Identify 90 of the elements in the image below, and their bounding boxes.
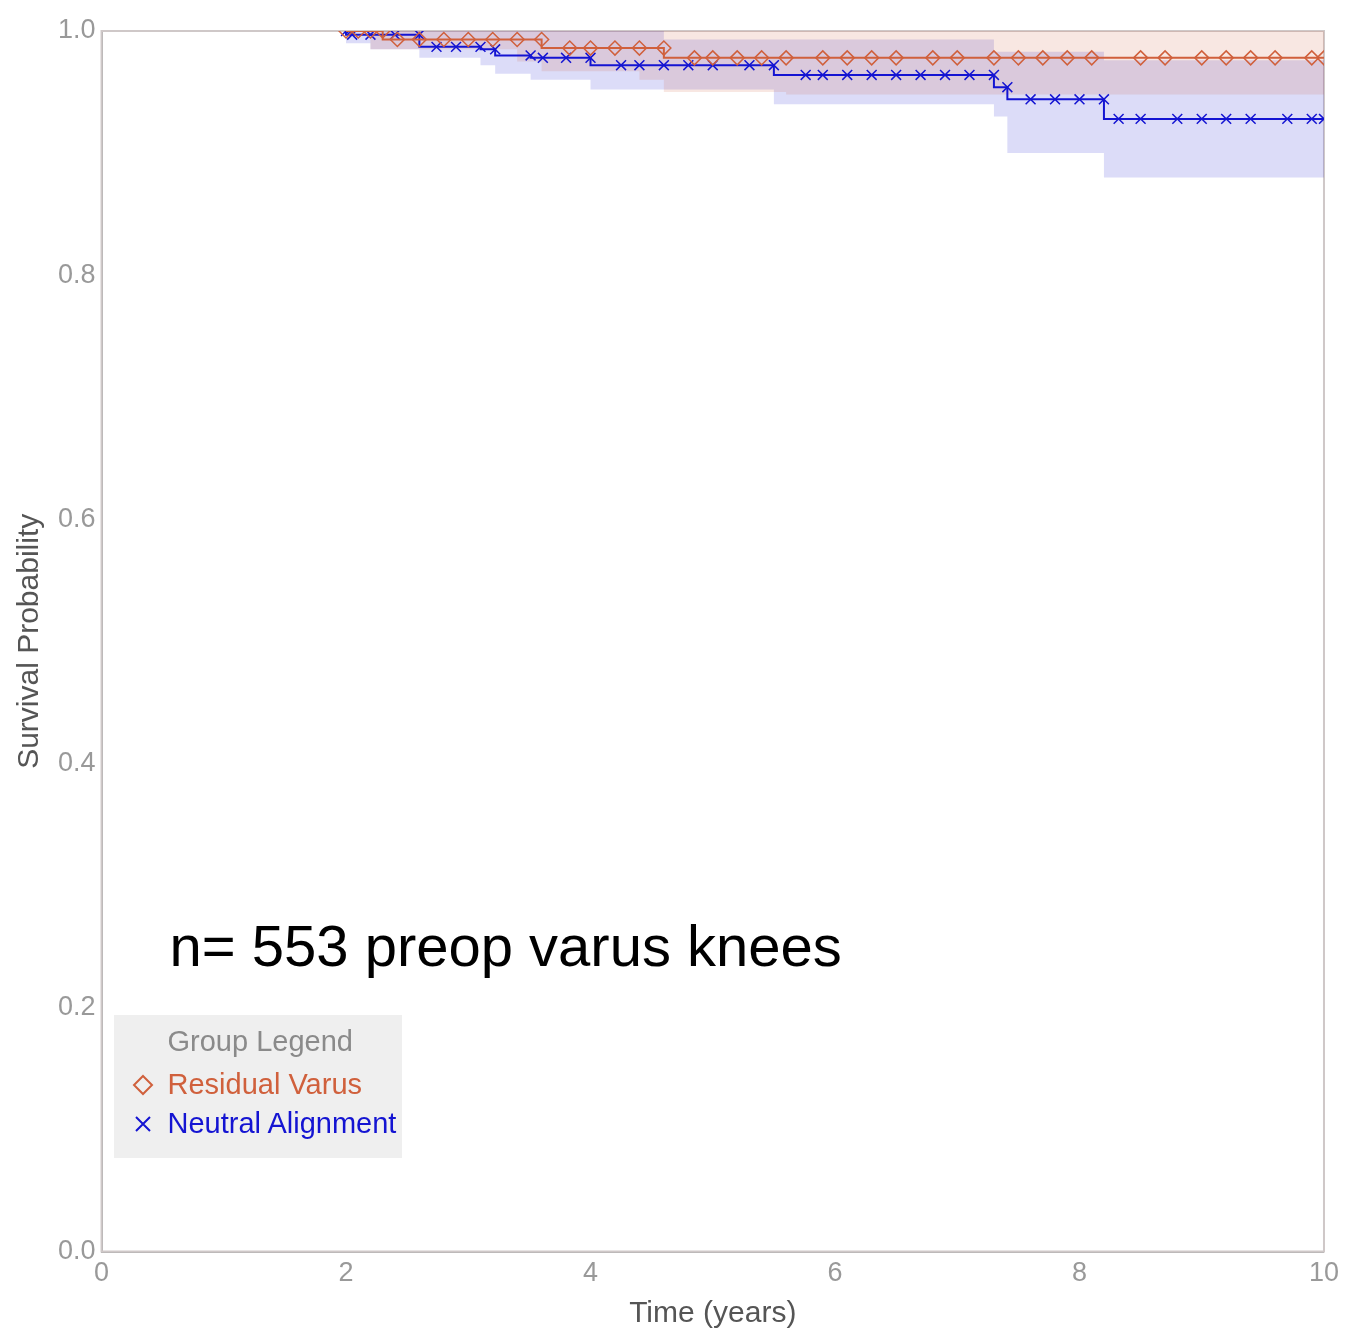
y-tick-label: 0.8	[57, 258, 96, 289]
point	[743, 59, 756, 71]
point	[460, 31, 477, 48]
point	[633, 59, 646, 71]
point	[1132, 50, 1149, 66]
point	[705, 50, 721, 66]
y-axis-title: Survival Probability	[11, 513, 45, 769]
point	[1171, 113, 1183, 125]
y-tick-label: 1.0	[57, 14, 96, 45]
point	[1098, 93, 1110, 106]
point	[768, 59, 780, 71]
point	[656, 40, 672, 56]
point	[1049, 93, 1061, 106]
point	[863, 50, 880, 66]
point	[1134, 113, 1147, 125]
point	[474, 41, 487, 53]
point	[1196, 113, 1208, 125]
point	[389, 31, 406, 48]
x-tick-label: 6	[827, 1257, 843, 1288]
point	[1242, 50, 1259, 66]
legend-label: Residual Varus	[167, 1068, 363, 1101]
point	[865, 69, 878, 81]
point	[1083, 50, 1100, 66]
point	[890, 69, 902, 81]
point	[1001, 81, 1014, 93]
x-tick-label: 8	[1071, 1257, 1088, 1288]
point	[560, 52, 572, 64]
point	[524, 49, 537, 62]
point	[561, 40, 578, 56]
point	[1218, 50, 1234, 66]
point	[1010, 50, 1027, 66]
point	[537, 52, 549, 64]
point	[411, 31, 428, 48]
point	[988, 69, 1000, 81]
point	[1059, 50, 1076, 66]
point	[509, 31, 525, 48]
point	[841, 69, 853, 81]
x-tick-label: 2	[338, 1257, 354, 1288]
point	[815, 50, 831, 66]
point	[799, 69, 812, 81]
y-tick-label: 0.2	[57, 990, 96, 1021]
annotation: n= 553 preop varus knees	[169, 913, 842, 978]
point	[839, 50, 855, 66]
point	[489, 43, 501, 56]
point	[615, 59, 627, 71]
point	[450, 41, 462, 53]
point	[1073, 93, 1086, 106]
point	[778, 50, 794, 66]
legend-title: Group Legend	[167, 1025, 354, 1058]
point	[582, 40, 599, 56]
point	[963, 69, 976, 81]
x-tick-label: 0	[94, 1257, 110, 1288]
point	[1304, 50, 1320, 66]
point	[914, 69, 927, 81]
point	[484, 31, 501, 48]
point	[584, 52, 597, 64]
point	[949, 50, 965, 66]
point	[1024, 93, 1037, 106]
point	[533, 31, 550, 48]
point	[1267, 50, 1283, 66]
point	[682, 59, 695, 71]
x-tick-label: 4	[583, 1257, 599, 1288]
point	[986, 50, 1002, 66]
point	[436, 31, 452, 48]
point	[413, 31, 426, 41]
point	[607, 40, 623, 56]
point	[1157, 50, 1173, 66]
point	[430, 41, 443, 53]
point	[686, 50, 703, 66]
point	[1244, 113, 1257, 125]
y-tick-label: 0.6	[57, 502, 96, 533]
point	[939, 69, 951, 81]
point	[753, 50, 770, 66]
legend-label: Neutral Alignment	[167, 1107, 397, 1140]
point	[1035, 50, 1051, 66]
point	[1220, 113, 1232, 125]
point	[1306, 113, 1318, 125]
point	[817, 69, 829, 81]
y-tick-label: 0.4	[57, 746, 96, 777]
x-tick-label: 10	[1308, 1257, 1340, 1288]
point	[1193, 50, 1210, 66]
point	[631, 40, 648, 56]
x-axis-title: Time (years)	[629, 1295, 797, 1329]
point	[888, 50, 904, 66]
point	[658, 59, 670, 71]
point	[729, 50, 745, 66]
point	[925, 50, 941, 66]
y-tick-label: 0.0	[57, 1235, 96, 1266]
point	[1112, 113, 1125, 125]
point	[1281, 113, 1294, 125]
